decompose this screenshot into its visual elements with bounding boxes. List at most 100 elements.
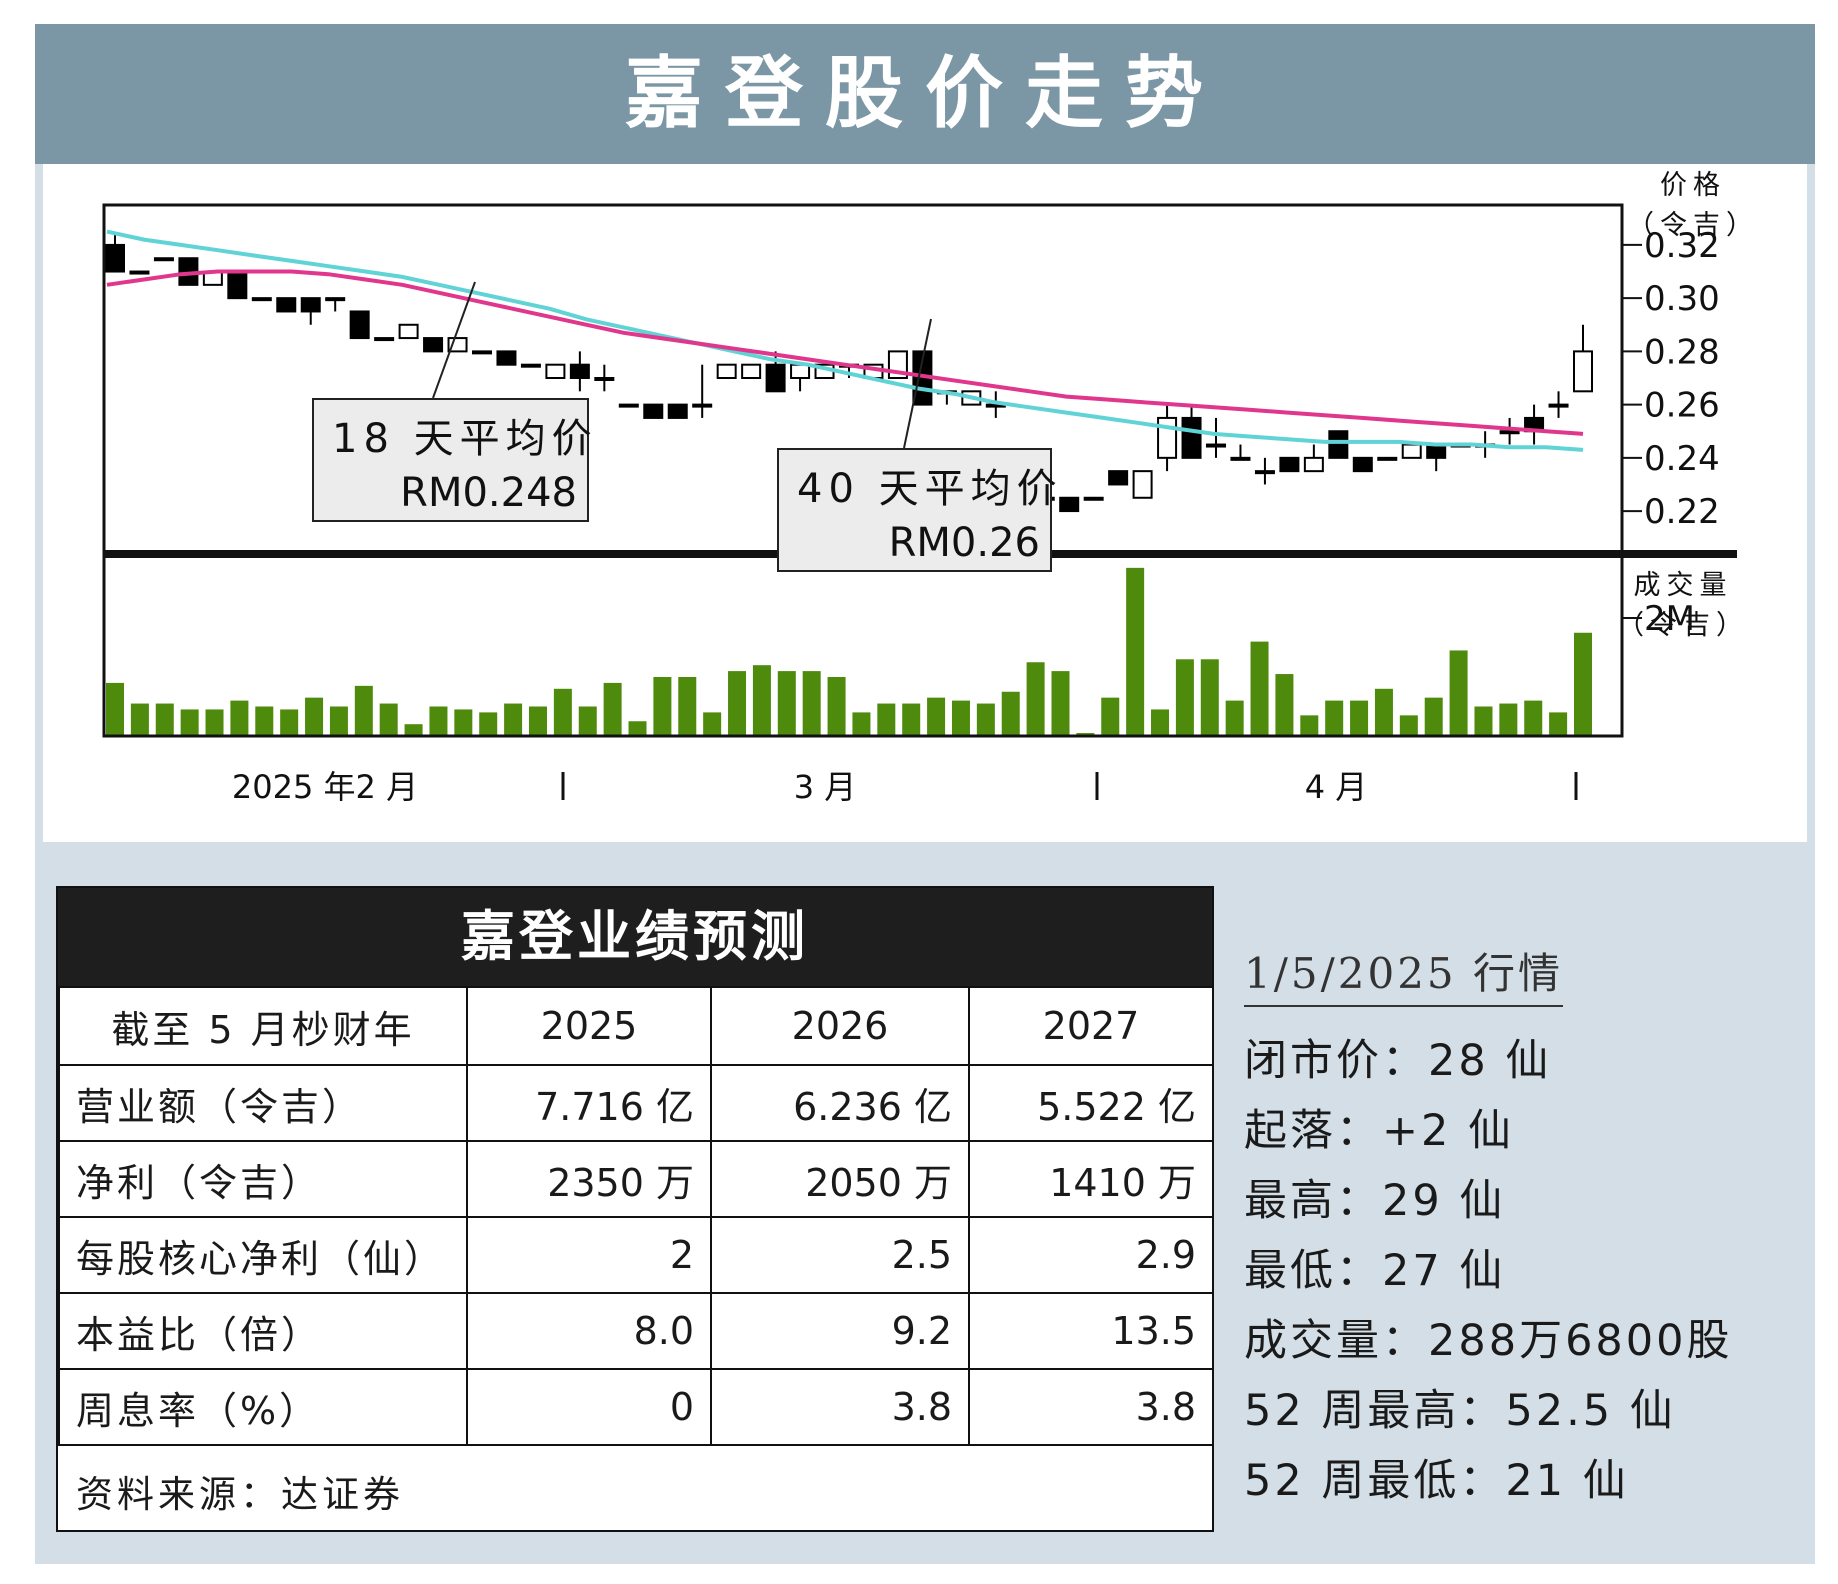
volume-bar	[1101, 697, 1120, 736]
volume-bar	[1250, 641, 1269, 736]
volume-bar	[852, 712, 871, 736]
volume-bar	[578, 706, 597, 736]
data-source: 资料来源：达证券	[76, 1473, 404, 1516]
volume-bar	[429, 706, 448, 736]
candle	[1206, 417, 1226, 458]
candle	[1230, 444, 1251, 461]
table-cell: 1410 万	[968, 1140, 1214, 1218]
market-title: 1/5/2025 行情	[1244, 940, 1563, 1007]
volume-bar	[528, 706, 547, 736]
row-label: 营业额（令吉）	[58, 1064, 468, 1142]
candle-body	[227, 270, 248, 300]
volume-bar	[802, 671, 821, 736]
candle	[1573, 324, 1593, 393]
volume-bar	[454, 709, 473, 736]
candle	[105, 231, 125, 273]
candle-body	[1377, 456, 1398, 461]
volume-bar	[1275, 674, 1294, 736]
candle	[153, 257, 174, 262]
volume-bar	[1001, 691, 1020, 736]
volume-bar	[1051, 671, 1070, 736]
candle-body	[1059, 496, 1080, 513]
candle-body	[1206, 443, 1226, 448]
volume-bar	[230, 700, 249, 736]
candle	[667, 403, 688, 419]
candle-body	[1132, 470, 1153, 499]
table-row: 周息率（%） 0 3.8 3.8	[58, 1368, 1214, 1446]
candle	[1548, 391, 1569, 418]
volume-tick-label: 2M	[1644, 599, 1695, 639]
candle-body	[1352, 456, 1373, 473]
candle-body	[153, 257, 174, 262]
volume-axis-label: （令吉）	[1617, 610, 1749, 641]
ma40-line	[106, 269, 1584, 436]
candle-body	[1548, 403, 1569, 408]
volume-bar	[1574, 632, 1592, 736]
volume-bar	[1325, 700, 1344, 736]
ma18-callout: 18 天平均价 RM0.248	[312, 398, 592, 522]
volume-bar	[902, 703, 921, 736]
volume-bar	[404, 724, 423, 736]
candle	[1401, 443, 1422, 459]
volume-bar	[1350, 700, 1369, 736]
candle	[1108, 470, 1129, 486]
price-tick-label: 0.24	[1644, 439, 1720, 479]
row-label: 周息率（%）	[58, 1368, 468, 1446]
table-cell: 2.9	[968, 1216, 1214, 1294]
price-tick-label: 0.28	[1644, 332, 1720, 372]
ma18-pointer	[432, 281, 476, 399]
volume-bar	[827, 677, 846, 736]
volume-bar	[603, 682, 622, 736]
chart-panel: 0.32 0.30 0.28 0.26 0.24 0.22 价格 （令吉） 成交量 （令吉） 2M 2…	[43, 164, 1807, 842]
table-cell: 0	[466, 1368, 712, 1446]
volume-bar	[1399, 715, 1418, 736]
candle-body	[129, 270, 150, 275]
volume-layer	[106, 567, 1592, 736]
volume-bar	[1300, 715, 1319, 736]
table-cell: 3.8	[968, 1368, 1214, 1446]
candle-body	[1181, 416, 1202, 459]
volume-bar	[777, 671, 796, 736]
candle-body	[520, 363, 541, 368]
candle	[569, 351, 590, 392]
market-high: 最高：29 仙	[1244, 1176, 1506, 1226]
candle	[1426, 443, 1447, 472]
volume-bar	[1026, 662, 1045, 736]
candle-body	[1083, 496, 1104, 501]
candle-body	[1303, 456, 1324, 473]
table-cell: 8.0	[466, 1292, 712, 1370]
candle-body	[1157, 416, 1178, 459]
volume-bar	[504, 703, 523, 736]
candle	[227, 270, 248, 300]
candle	[129, 270, 150, 275]
candle	[349, 310, 370, 340]
candle-body	[374, 337, 395, 342]
table-cell: 5.522 亿	[968, 1064, 1214, 1142]
candle-body	[1573, 350, 1593, 393]
candle-body	[1108, 470, 1129, 486]
candle	[374, 337, 395, 342]
table-cell: 2.5	[710, 1216, 970, 1294]
x-axis-label: 3 月	[794, 768, 857, 806]
volume-bar	[927, 697, 946, 736]
candle	[716, 363, 737, 379]
candle-body	[300, 297, 321, 313]
table-header-cell: 2025	[466, 986, 712, 1066]
candle-body	[1401, 443, 1422, 459]
chart-frame	[102, 203, 1624, 738]
candle	[1254, 457, 1275, 485]
candle	[520, 363, 541, 368]
price-tick-label: 0.26	[1644, 386, 1720, 426]
candle-body	[1328, 430, 1349, 459]
candle-body	[349, 310, 370, 340]
candle-body	[741, 363, 762, 379]
candle-body	[1279, 456, 1300, 473]
axis-layer: 0.320.300.280.260.240.22价格（令吉）成交量（令吉）2M2…	[102, 170, 1753, 806]
volume-bar	[1524, 700, 1543, 736]
volume-bar	[280, 709, 299, 736]
table-row: 本益比（倍） 8.0 9.2 13.5	[58, 1292, 1214, 1370]
ma18-callout-label: 18 天平均价	[332, 416, 598, 462]
volume-bar	[1449, 650, 1468, 736]
candle	[741, 363, 762, 379]
volume-bar	[106, 682, 124, 736]
